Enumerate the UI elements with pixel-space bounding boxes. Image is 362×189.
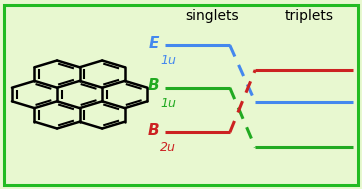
Text: 1u: 1u: [160, 97, 176, 109]
Text: E: E: [149, 36, 159, 51]
Text: triplets: triplets: [285, 9, 334, 23]
Text: B: B: [148, 78, 159, 94]
Text: B: B: [148, 123, 159, 138]
Text: singlets: singlets: [185, 9, 239, 23]
Text: 1u: 1u: [160, 54, 176, 67]
Text: 2u: 2u: [160, 141, 176, 154]
